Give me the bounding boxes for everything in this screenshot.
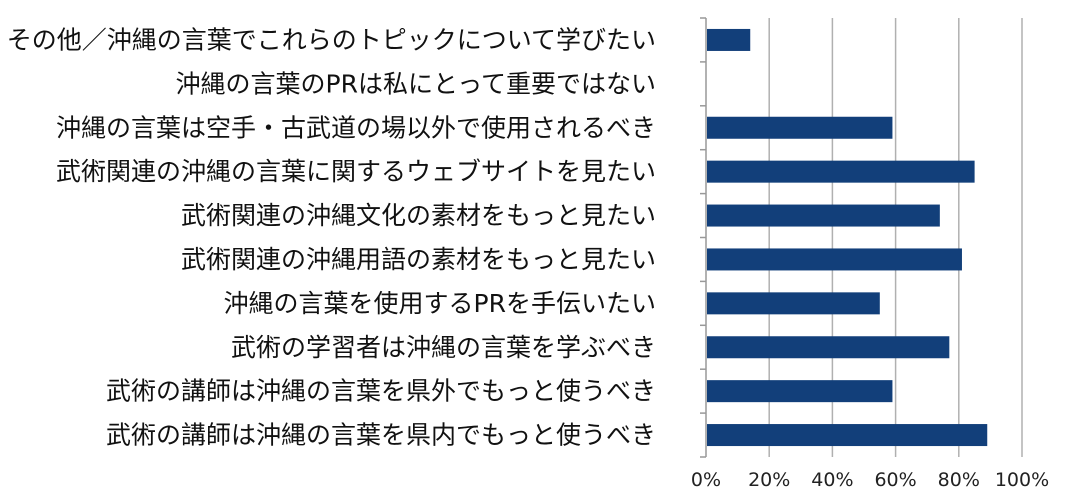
- x-tick-label: 60%: [874, 469, 916, 491]
- bar: [707, 336, 950, 359]
- bar: [707, 380, 893, 403]
- y-axis: [700, 17, 707, 458]
- bar: [707, 204, 940, 227]
- category-label: 武術の講師は沖縄の言葉を県内でもっと使うべき: [106, 421, 656, 450]
- category-label: その他／沖縄の言葉でこれらのトピックについて学びたい: [7, 25, 656, 54]
- bar: [707, 160, 975, 183]
- x-tick-label: 40%: [811, 469, 853, 491]
- bar: [707, 424, 988, 447]
- x-tick-label: 20%: [748, 469, 790, 491]
- bar: [707, 248, 962, 271]
- category-label: 武術関連の沖縄文化の素材をもっと見たい: [181, 201, 656, 230]
- category-label: 武術関連の沖縄用語の素材をもっと見たい: [181, 245, 656, 274]
- category-label: 沖縄の言葉を使用するPRを手伝いたい: [224, 289, 656, 318]
- category-label: 沖縄の言葉は空手・古武道の場以外で使用されるべき: [56, 113, 656, 142]
- bar: [707, 292, 880, 315]
- category-label: 沖縄の言葉のPRは私にとって重要ではない: [176, 69, 656, 98]
- category-label: 武術の講師は沖縄の言葉を県外でもっと使うべき: [106, 377, 656, 406]
- category-label: 武術の学習者は沖縄の言葉を学ぶべき: [231, 333, 656, 362]
- bar: [707, 116, 893, 139]
- x-tick-label: 0%: [691, 469, 721, 491]
- category-labels: その他／沖縄の言葉でこれらのトピックについて学びたい沖縄の言葉のPRは私にとって…: [7, 25, 656, 449]
- x-tick-label: 80%: [938, 469, 980, 491]
- bar: [707, 28, 751, 51]
- category-label: 武術関連の沖縄の言葉に関するウェブサイトを見たい: [56, 157, 656, 186]
- x-tick-labels: 0% 20% 40% 60% 80% 100%: [691, 469, 1049, 491]
- bars: [707, 28, 988, 447]
- x-tick-label: 100%: [995, 469, 1049, 491]
